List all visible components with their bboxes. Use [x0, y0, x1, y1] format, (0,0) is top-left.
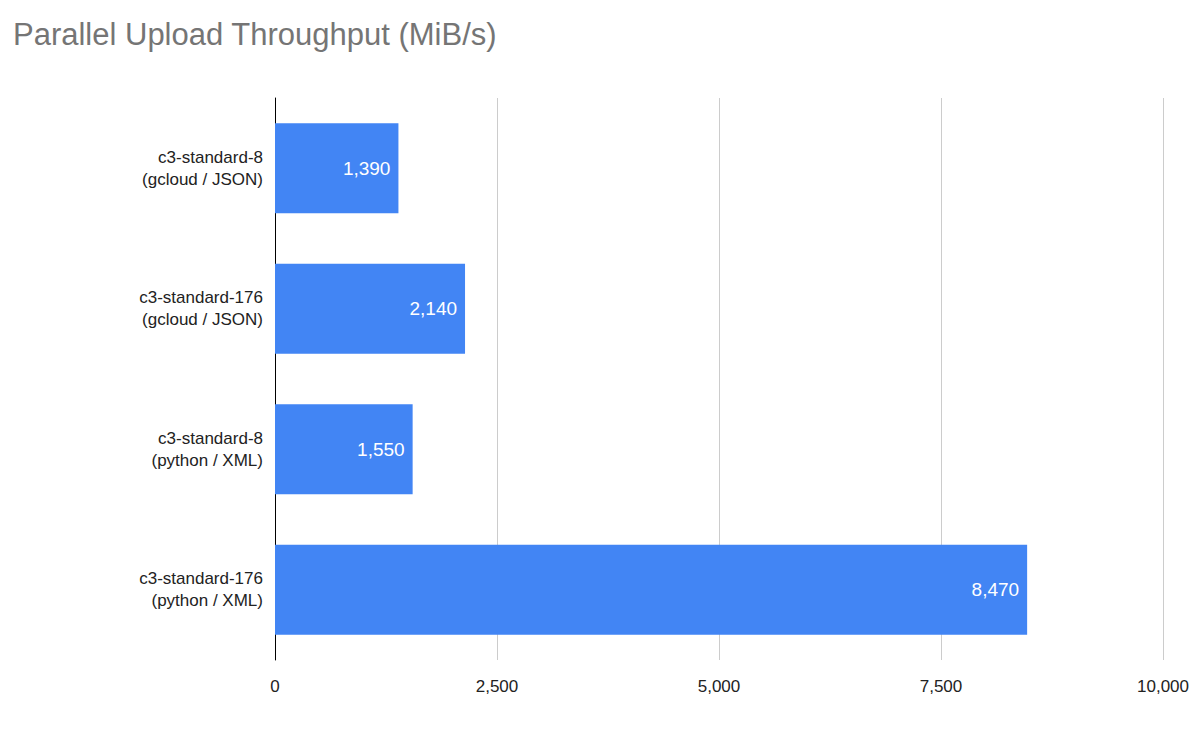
svg-text:8,470: 8,470 [972, 579, 1020, 600]
svg-text:c3-standard-8: c3-standard-8 [158, 429, 263, 448]
svg-text:Parallel Upload Throughput (Mi: Parallel Upload Throughput (MiB/s) [13, 17, 497, 52]
svg-text:c3-standard-176: c3-standard-176 [139, 569, 263, 588]
svg-text:(python / XML): (python / XML) [152, 451, 264, 470]
svg-text:5,000: 5,000 [698, 677, 741, 696]
svg-text:(gcloud / JSON): (gcloud / JSON) [142, 310, 263, 329]
svg-text:1,390: 1,390 [343, 158, 391, 179]
svg-text:c3-standard-176: c3-standard-176 [139, 288, 263, 307]
svg-text:1,550: 1,550 [357, 439, 405, 460]
svg-text:7,500: 7,500 [920, 677, 963, 696]
svg-text:c3-standard-8: c3-standard-8 [158, 148, 263, 167]
svg-text:10,000: 10,000 [1137, 677, 1189, 696]
svg-text:2,140: 2,140 [409, 298, 457, 319]
svg-text:2,500: 2,500 [476, 677, 519, 696]
svg-text:0: 0 [270, 677, 279, 696]
svg-text:(gcloud / JSON): (gcloud / JSON) [142, 170, 263, 189]
svg-text:(python / XML): (python / XML) [152, 591, 264, 610]
